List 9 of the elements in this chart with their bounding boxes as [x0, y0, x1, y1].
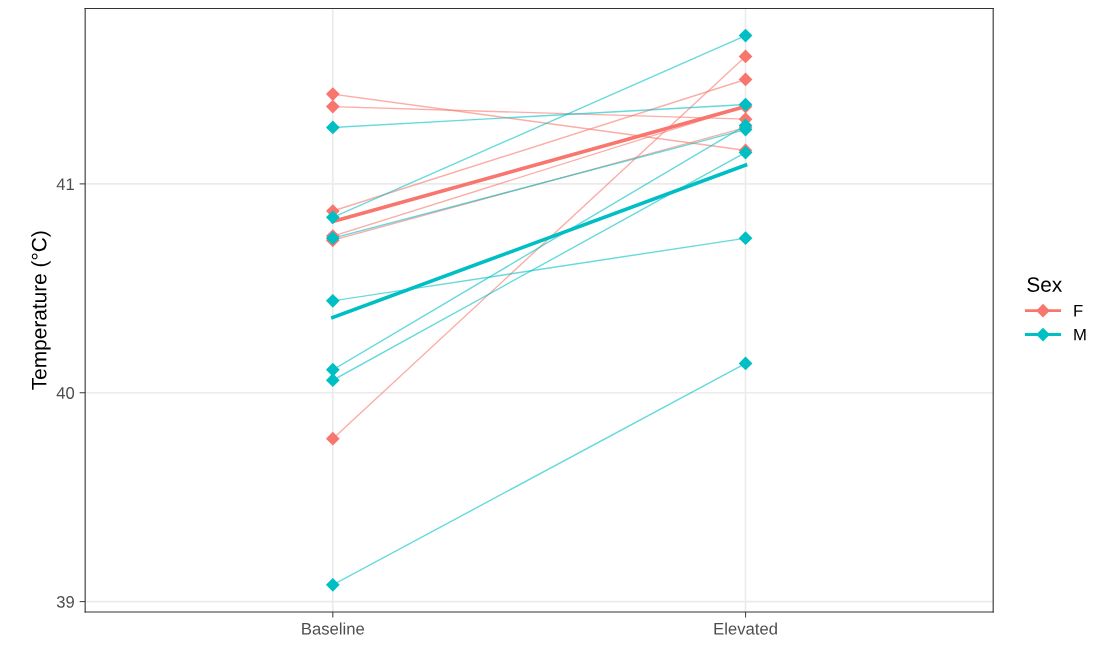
- y-tick-label: 40: [56, 387, 75, 399]
- x-tick-label: Elevated: [714, 622, 777, 635]
- legend-label: F: [1074, 305, 1083, 317]
- y-axis-title: Temperature (°C): [31, 231, 51, 390]
- legend-title: Sex: [1027, 277, 1063, 292]
- y-tick-label: 39: [56, 595, 74, 608]
- y-tick-label: 41: [56, 178, 74, 190]
- legend-label: M: [1074, 328, 1086, 341]
- x-tick-label: Baseline: [302, 622, 365, 635]
